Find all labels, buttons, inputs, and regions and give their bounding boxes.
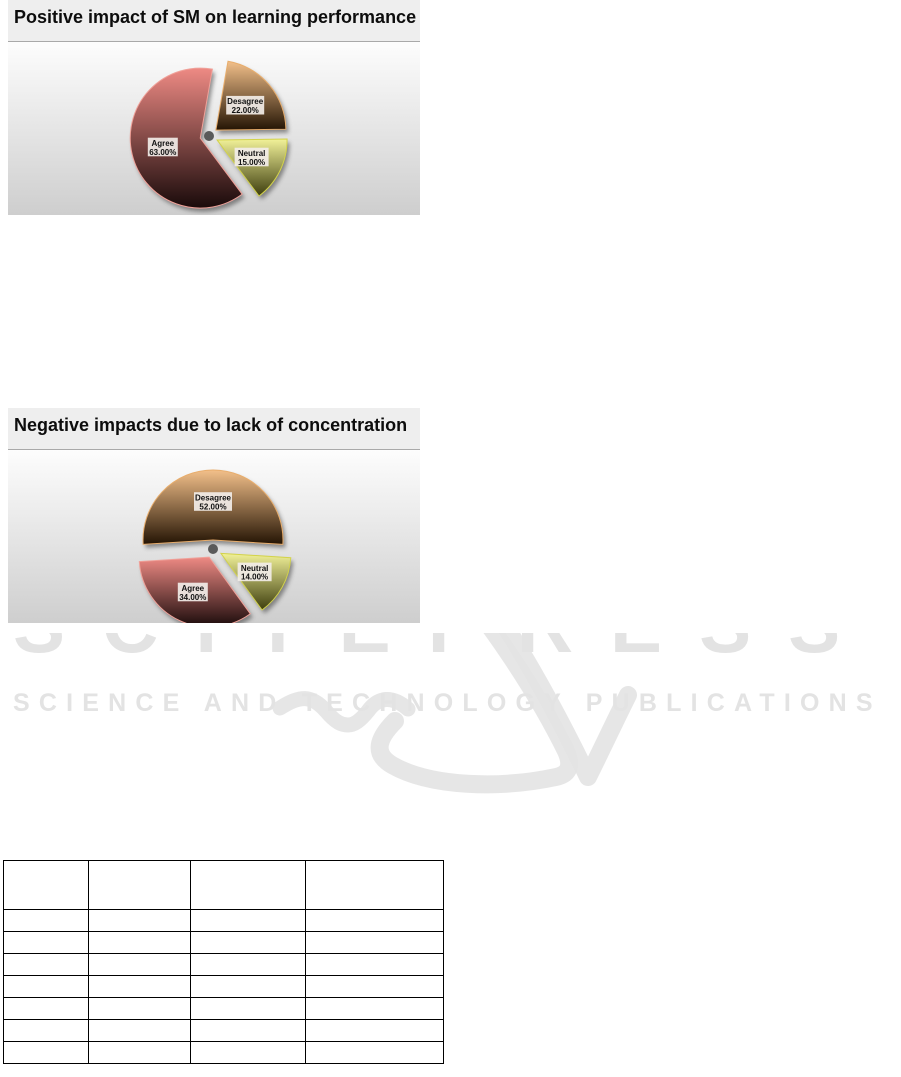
svg-text:52.00%: 52.00%: [199, 502, 226, 511]
svg-text:Desagree: Desagree: [227, 97, 264, 106]
svg-text:Agree: Agree: [181, 584, 204, 593]
svg-text:Neutral: Neutral: [241, 564, 269, 573]
svg-text:15.00%: 15.00%: [238, 158, 265, 167]
svg-text:Desagree: Desagree: [195, 494, 232, 503]
svg-text:SCITEPRESS: SCITEPRESS: [13, 633, 877, 669]
svg-text:SCIENCE AND TECHNOLOGY PUBLICA: SCIENCE AND TECHNOLOGY PUBLICATIONS: [13, 689, 882, 717]
svg-text:14.00%: 14.00%: [241, 573, 268, 582]
svg-text:34.00%: 34.00%: [179, 593, 206, 602]
svg-text:Neutral: Neutral: [238, 149, 266, 158]
svg-text:Agree: Agree: [151, 139, 174, 148]
svg-text:22.00%: 22.00%: [232, 106, 259, 115]
svg-text:63.00%: 63.00%: [149, 148, 176, 157]
